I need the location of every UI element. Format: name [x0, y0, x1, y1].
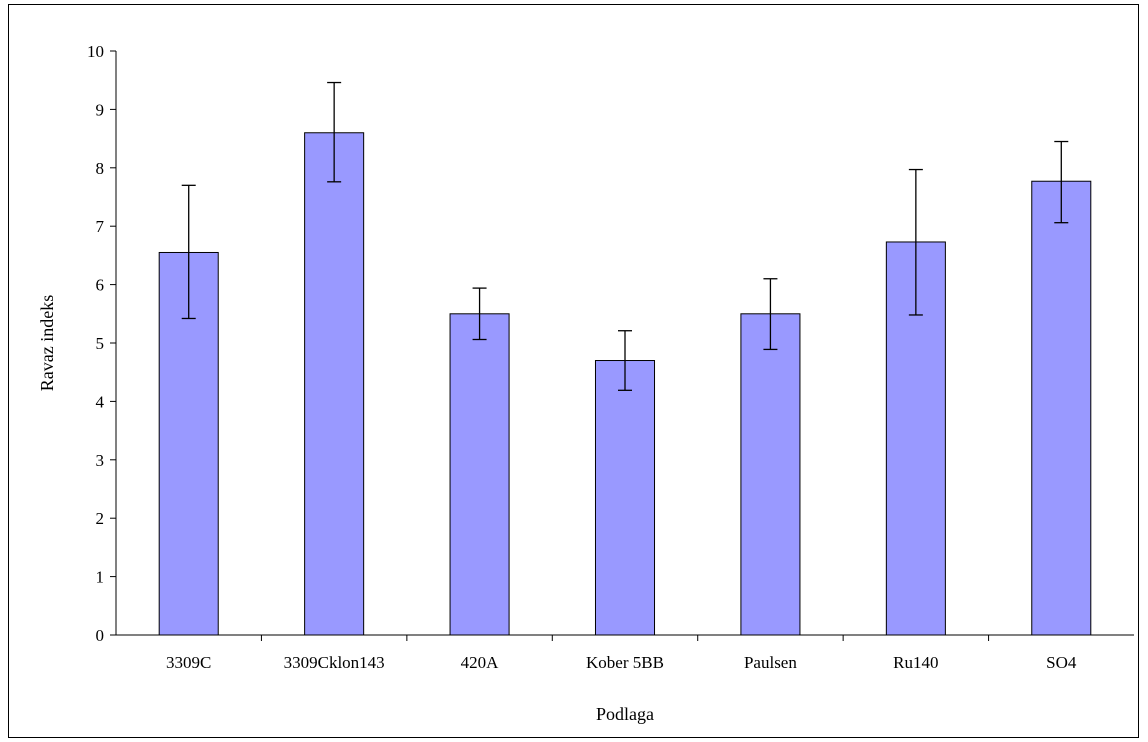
y-axis-title: Ravaz indeks [37, 295, 57, 391]
y-tick-label-10: 10 [87, 42, 104, 61]
bar-3 [594, 360, 656, 636]
y-tick-label-9: 9 [96, 100, 105, 119]
x-tick-label-6: SO4 [1046, 653, 1077, 672]
y-tick-label-4: 4 [96, 392, 105, 411]
x-tick-label-1: 3309Cklon143 [284, 653, 385, 672]
bar-4 [740, 313, 801, 636]
y-tick-label-7: 7 [96, 217, 105, 236]
x-tick-label-2: 420A [461, 653, 500, 672]
x-tick-label-4: Paulsen [744, 653, 797, 672]
y-tick-label-2: 2 [96, 509, 105, 528]
bar-2 [449, 313, 510, 636]
x-ticks-group: 3309C 3309Cklon143 420A Kober 5BB Paulsen Ru1… [166, 653, 1077, 672]
bar-1 [304, 132, 365, 636]
x-tick-label-5: Ru140 [893, 653, 938, 672]
y-tick-label-3: 3 [96, 451, 105, 470]
y-tick-label-0: 0 [96, 626, 105, 645]
y-tick-label-8: 8 [96, 159, 105, 178]
bars-group [158, 132, 1092, 636]
bar-6 [1031, 180, 1092, 636]
error-bars-group [181, 81, 1069, 391]
x-axis-title: Podlaga [596, 704, 654, 724]
y-tick-label-5: 5 [96, 334, 105, 353]
y-tick-label-6: 6 [96, 276, 105, 295]
x-tick-label-3: Kober 5BB [586, 653, 664, 672]
y-ticks-group: 0 1 2 3 4 5 6 7 8 9 10 [87, 42, 116, 645]
x-tick-label-0: 3309C [166, 653, 211, 672]
y-tick-label-1: 1 [96, 568, 105, 587]
